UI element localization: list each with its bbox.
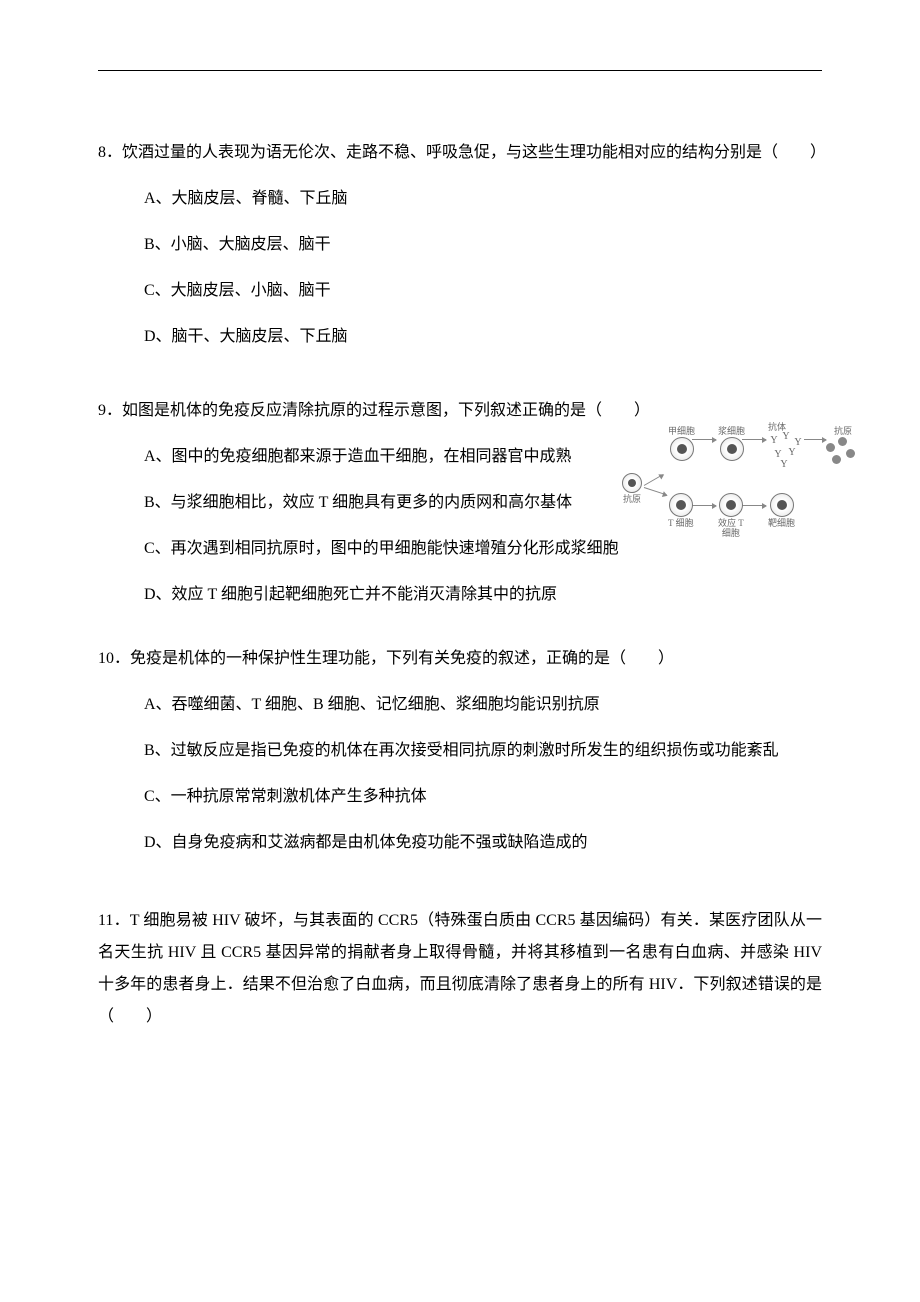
q8-stem: 8．饮酒过量的人表现为语无伦次、走路不稳、呼吸急促，与这些生理功能相对应的结构分… (98, 141, 822, 165)
q9-option-b: B、与浆细胞相比，效应 T 细胞具有更多的内质网和高尔基体 (144, 491, 624, 515)
antigen-cluster-icon (826, 437, 860, 471)
q9-option-d: D、效应 T 细胞引起靶细胞死亡并不能消灭清除其中的抗原 (144, 583, 624, 607)
label-antigen: 抗原 (622, 495, 642, 505)
node-t-cell: T 细胞 (668, 493, 694, 529)
node-plasma-cell: 浆细胞 (718, 427, 745, 463)
q9-block: 9．如图是机体的免疫反应清除抗原的过程示意图，下列叙述正确的是（ ） 抗原 T … (98, 399, 822, 607)
q8-options: A、大脑皮层、脊髓、下丘脑 B、小脑、大脑皮层、脑干 C、大脑皮层、小脑、脑干 … (98, 187, 822, 349)
cell-icon (622, 473, 642, 493)
label-plasma-cell: 浆细胞 (718, 427, 745, 437)
q9-option-c: C、再次遇到相同抗原时，图中的甲细胞能快速增殖分化形成浆细胞 (144, 537, 624, 561)
cell-icon (719, 493, 743, 517)
q9-diagram: 抗原 T 细胞 甲细胞 浆细胞 效应 T 细胞 (622, 427, 872, 547)
label-antigen2: 抗原 (826, 427, 860, 437)
label-t-cell: T 细胞 (668, 519, 694, 529)
q8-option-a: A、大脑皮层、脊髓、下丘脑 (144, 187, 822, 211)
q9-option-a: A、图中的免疫细胞都来源于造血干细胞，在相同器官中成熟 (144, 445, 624, 469)
arrow-icon (692, 439, 716, 440)
arrow-icon (644, 487, 667, 495)
label-target-cell: 靶细胞 (768, 519, 795, 529)
q10-options: A、吞噬细菌、T 细胞、B 细胞、记忆细胞、浆细胞均能识别抗原 B、过敏反应是指… (98, 693, 822, 855)
antibody-cluster-icon: Y Y Y Y Y Y (768, 433, 810, 475)
node-effector-t: 效应 T 细胞 (718, 493, 744, 539)
q10-option-d: D、自身免疫病和艾滋病都是由机体免疫功能不强或缺陷造成的 (98, 831, 822, 855)
label-jia-cell: 甲细胞 (668, 427, 695, 437)
arrow-icon (692, 505, 716, 506)
cell-icon (720, 437, 744, 461)
q10-option-b-text: B、过敏反应是指已免疫的机体在再次接受相同抗原的刺激时所发生的组织损伤或功能紊乱 (144, 742, 779, 759)
cell-icon (770, 493, 794, 517)
cell-icon (669, 493, 693, 517)
q10-stem: 10．免疫是机体的一种保护性生理功能，下列有关免疫的叙述，正确的是（ ） (98, 647, 822, 671)
q10-option-b: B、过敏反应是指已免疫的机体在再次接受相同抗原的刺激时所发生的组织损伤或功能紊乱 (98, 739, 822, 763)
header-rule (98, 70, 822, 71)
node-antibody: 抗体 Y Y Y Y Y Y (768, 423, 786, 433)
node-target-cell: 靶细胞 (768, 493, 795, 529)
arrow-icon (742, 505, 766, 506)
q11-stem: 11．T 细胞易被 HIV 破坏，与其表面的 CCR5（特殊蛋白质由 CCR5 … (98, 905, 822, 1033)
q10-option-a: A、吞噬细菌、T 细胞、B 细胞、记忆细胞、浆细胞均能识别抗原 (98, 693, 822, 717)
exam-page: 8．饮酒过量的人表现为语无伦次、走路不稳、呼吸急促，与这些生理功能相对应的结构分… (0, 0, 920, 1302)
node-antigen: 抗原 (622, 473, 642, 505)
q8-option-d: D、脑干、大脑皮层、下丘脑 (144, 325, 822, 349)
q9-stem: 9．如图是机体的免疫反应清除抗原的过程示意图，下列叙述正确的是（ ） (98, 399, 822, 423)
arrow-icon (742, 439, 766, 440)
q10-option-c: C、一种抗原常常刺激机体产生多种抗体 (98, 785, 822, 809)
node-jia-cell: 甲细胞 (668, 427, 695, 463)
q8-option-b: B、小脑、大脑皮层、脑干 (144, 233, 822, 257)
label-effector-t: 效应 T 细胞 (718, 519, 744, 539)
q8-option-c: C、大脑皮层、小脑、脑干 (144, 279, 822, 303)
cell-icon (670, 437, 694, 461)
node-antigen-right: 抗原 (826, 427, 860, 471)
arrow-icon (644, 474, 664, 486)
